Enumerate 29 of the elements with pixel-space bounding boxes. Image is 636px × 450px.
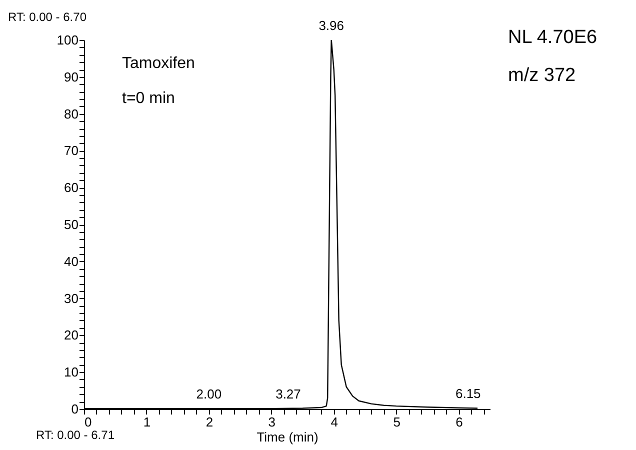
y-tick-label: 10 [64,364,78,380]
y-tick-label: 100 [56,32,78,48]
annotation: 2.00 [196,386,222,402]
y-tick-label: 20 [64,328,78,343]
x-tick-label: 2 [206,414,214,430]
text: m/z 372 [508,65,576,87]
text: RT: 0.00 - 6.70 [8,10,86,24]
y-tick-label: 80 [64,106,78,122]
text: NL 4.70E6 [508,27,598,49]
text: RT: 0.00 - 6.71 [36,428,114,442]
annotation: t=0 min [122,90,175,108]
y-tick-label: 90 [64,69,78,84]
y-tick-label: 70 [64,143,78,158]
y-tick-label: 50 [64,217,78,232]
y-tick-label: 0 [71,402,78,416]
x-tick-label: 4 [330,414,338,430]
x-tick-label: 0 [84,414,92,430]
y-tick-label: 30 [64,290,78,306]
x-tick-label: 3 [268,414,276,430]
x-tick-label: 5 [393,414,400,430]
annotation: 3.96 [318,18,344,33]
x-tick-label: 1 [143,414,151,430]
x-tick-label: 6 [456,414,463,430]
annotation: Tamoxifen [122,55,195,73]
y-tick-label: 40 [64,254,78,269]
x-axis-title: Time (min) [256,430,318,444]
y-tick-label: 60 [64,180,78,196]
annotation: 3.27 [276,386,301,402]
annotation: 6.15 [455,386,481,401]
